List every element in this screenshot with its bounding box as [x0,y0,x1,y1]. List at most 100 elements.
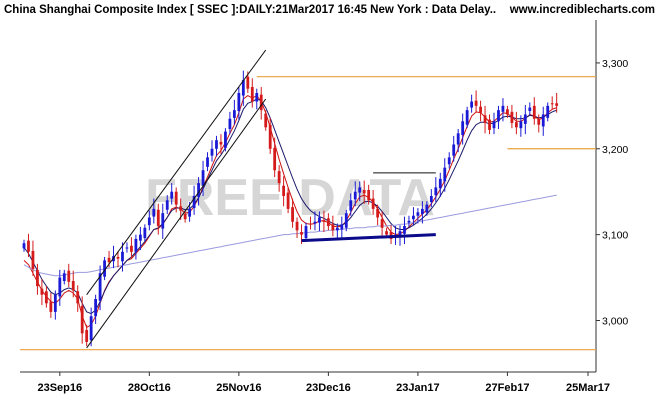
horizontal-levels [20,76,596,351]
candle [22,239,26,252]
candle-body [461,121,465,136]
candle [237,86,241,120]
candle-body [94,299,98,317]
candle [76,285,80,312]
candle-body [514,122,518,128]
candle [304,222,308,242]
candle-body [322,220,326,222]
candle [497,105,500,130]
candle-body [371,198,375,209]
candle [456,129,460,153]
candle-body [237,92,241,112]
candle [259,86,263,120]
candle-body [134,238,138,252]
candle [362,180,366,204]
candle-body [340,224,344,230]
candle [555,92,559,113]
candle [147,210,151,231]
x-tick-label: 23Dec16 [306,382,351,394]
candle [380,211,384,238]
candle-body [295,221,299,231]
candle [250,78,254,108]
candle [156,203,160,235]
candle [550,96,554,110]
candle-body [22,243,26,249]
x-tick-label: 25Mar17 [566,382,610,394]
candle-body [98,273,102,301]
candle [197,177,200,206]
candle [322,210,326,233]
candle [125,242,129,253]
candle [367,184,371,205]
candle [241,70,245,106]
candle-body [429,196,433,203]
candle-body [116,256,120,259]
candle [282,176,286,207]
candle [170,183,174,205]
candle-body [179,206,183,211]
x-tick-label: 23Sep16 [37,382,82,394]
candle-body [438,178,442,189]
candle [201,160,205,196]
candle [58,269,62,306]
candle-body [465,110,469,125]
candle-body [474,100,478,106]
candle-body [420,208,424,215]
ma-slow-line [23,194,557,277]
candle-body [67,270,71,282]
candle [62,269,66,285]
candle [143,224,147,242]
candle [183,210,187,223]
candle-body [85,329,89,342]
candle [506,105,509,118]
candle [165,195,169,215]
candle [488,114,491,135]
candle [286,187,290,214]
candle [206,152,209,172]
candle [94,294,98,324]
candle-body [425,204,429,213]
candle [376,204,380,226]
candle [210,140,214,162]
candle [268,117,272,154]
candle-body [224,131,227,148]
channel-line-lower [86,98,267,349]
candle-body [121,251,124,262]
candle-body [62,273,66,281]
candle-body [492,121,496,129]
candle [340,216,344,239]
candle [134,234,138,260]
candle-body [349,200,353,211]
candle [519,115,523,137]
candle-body [367,189,371,201]
candle-body [80,305,84,334]
candle-body [246,76,250,89]
candle [532,97,536,125]
candle-body [362,189,366,194]
support-line [301,233,436,243]
x-tick-label: 28Oct16 [128,382,171,394]
candle-body [286,192,290,209]
candle [407,215,411,227]
candle-body [76,291,80,304]
moving-averages [23,94,557,329]
x-tick-label: 25Nov16 [216,382,261,394]
candle-body [89,316,93,341]
x-tick-label: 23Jan17 [396,382,439,394]
candle [98,265,102,311]
candle-body [456,133,460,145]
candle-body [27,240,30,252]
candle-body [130,245,133,252]
candle-body [506,109,509,115]
candle-body [53,294,57,312]
candle-body [434,187,438,196]
candle-body [152,208,156,217]
candle [371,189,375,215]
candle [358,181,362,202]
candle [447,152,451,169]
candle [291,198,294,228]
candle-body [443,167,447,182]
candle-body [309,223,312,225]
candle-body [58,277,62,297]
candle-body [326,218,330,227]
